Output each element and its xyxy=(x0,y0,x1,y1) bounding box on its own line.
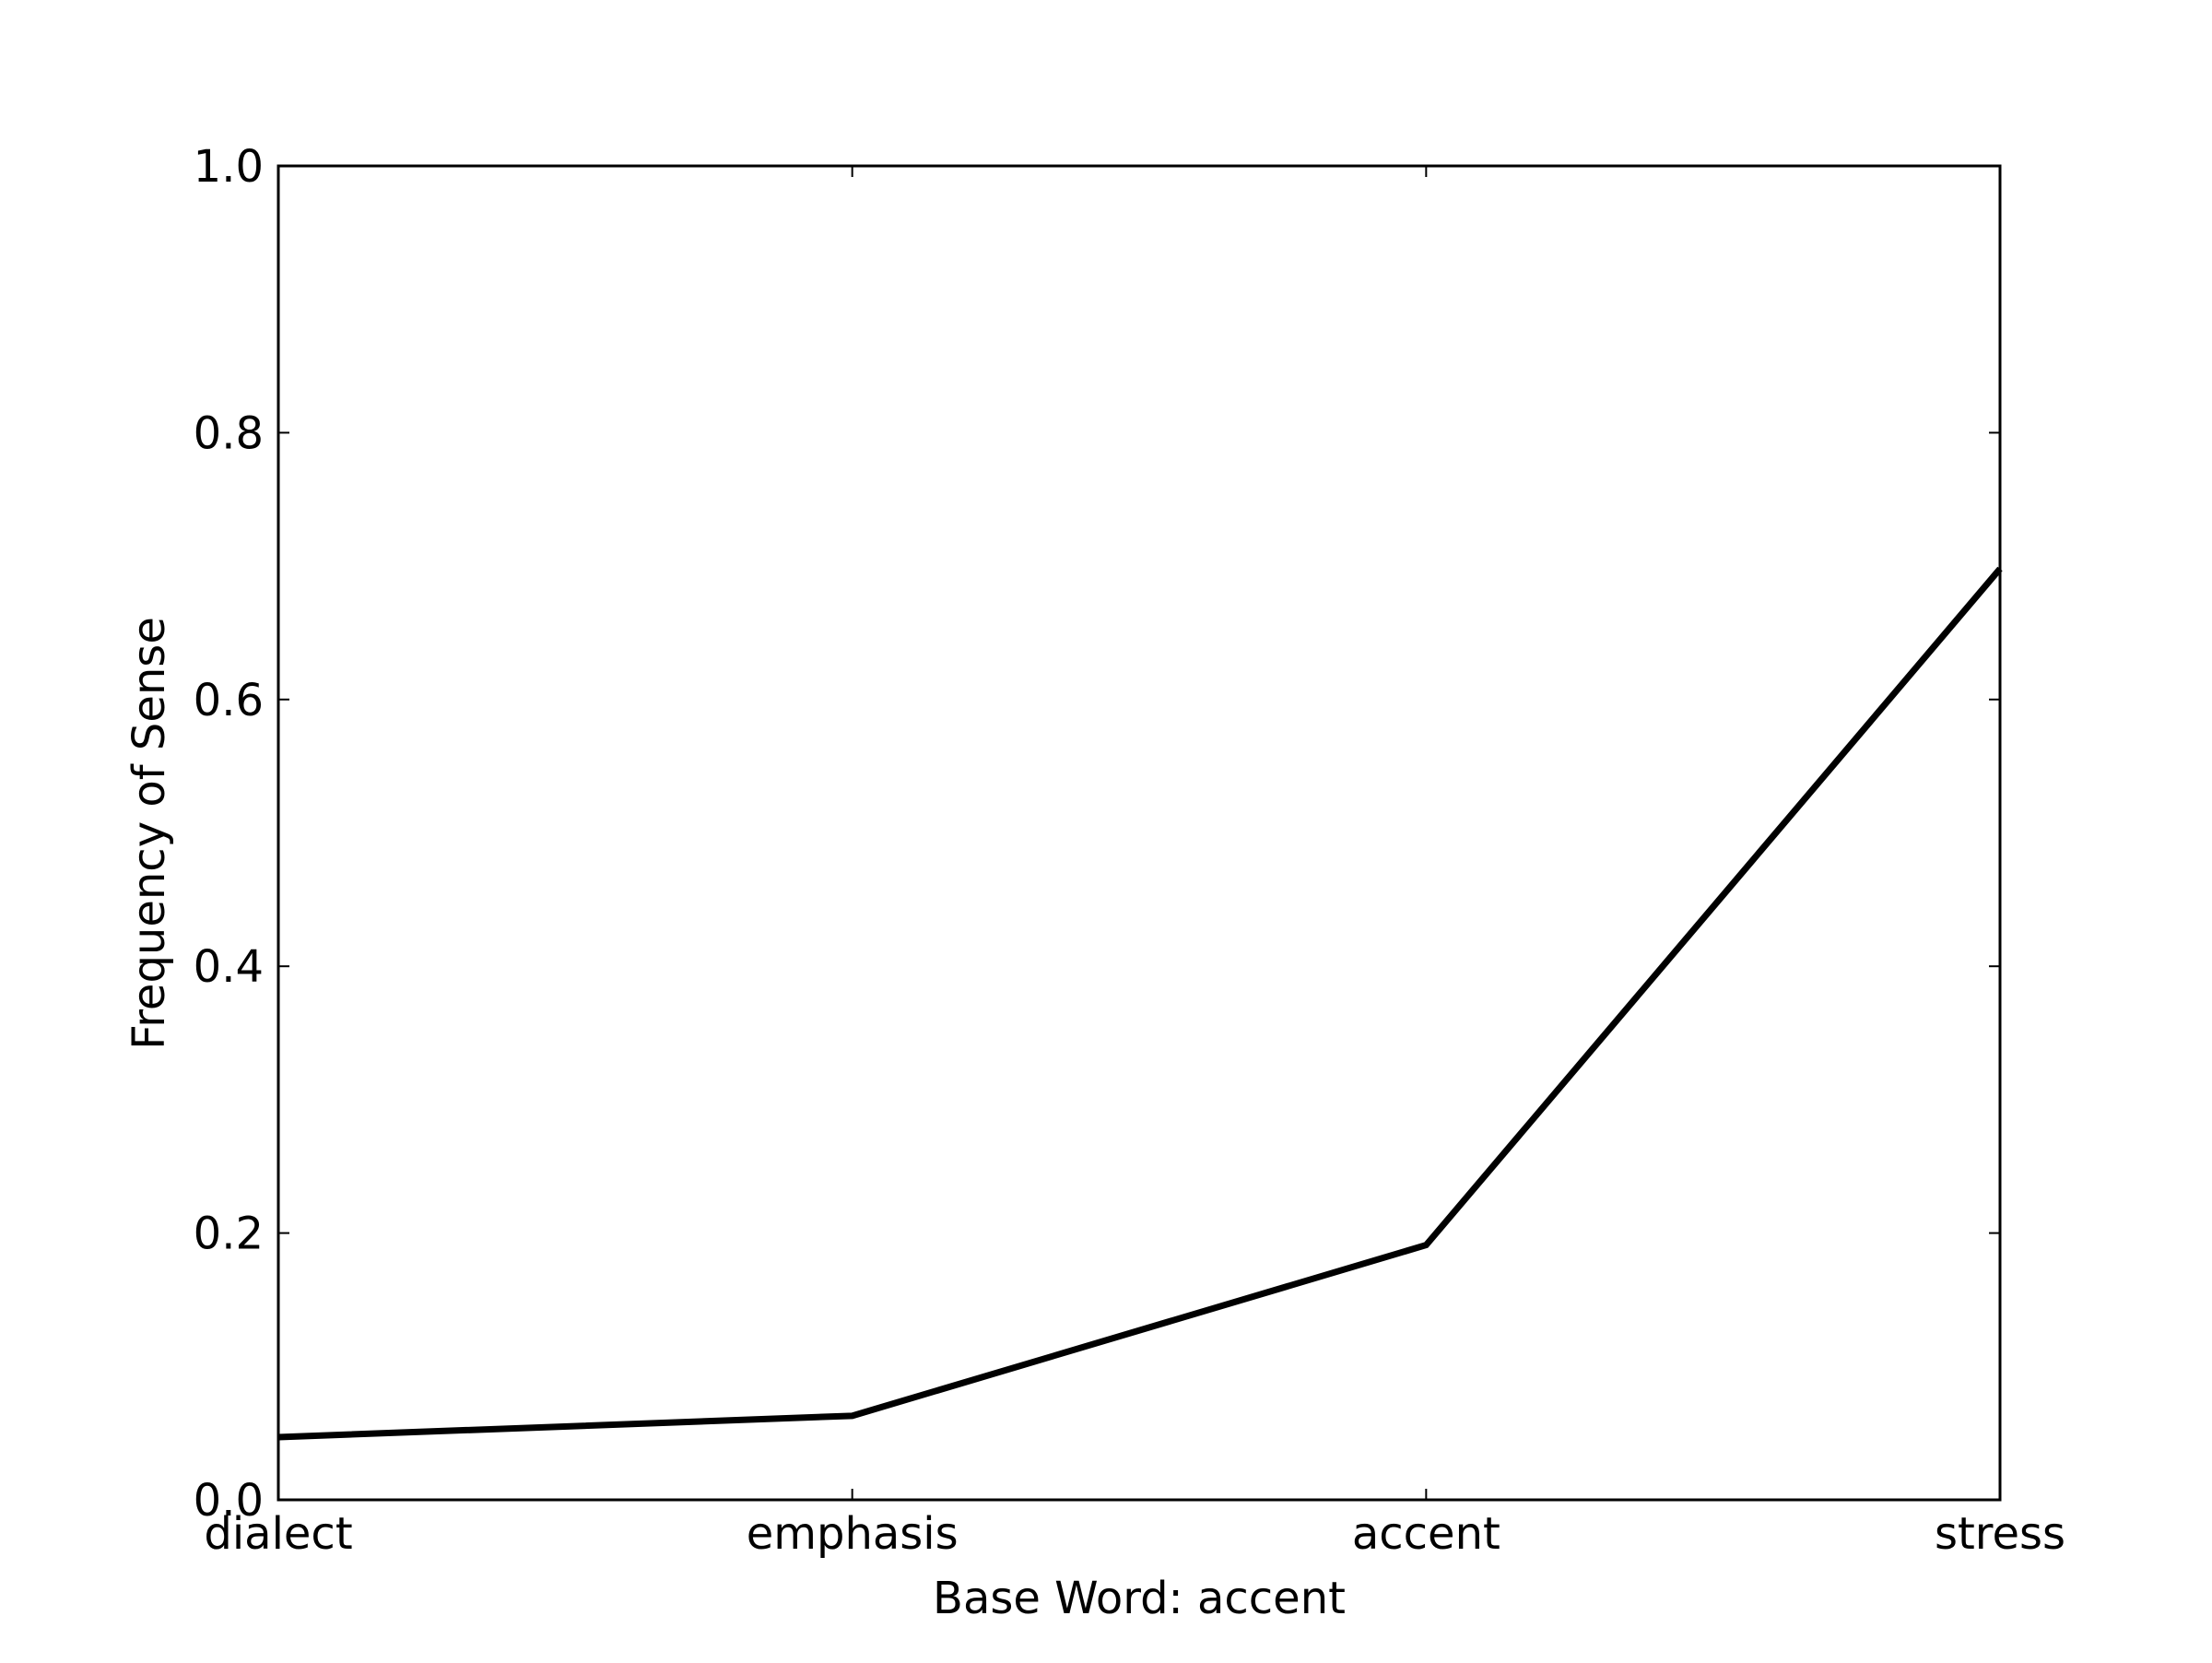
x-tick-label: accent xyxy=(1352,1508,1500,1560)
x-tick-label: emphasis xyxy=(747,1508,959,1560)
x-tick-label: stress xyxy=(1935,1508,2065,1560)
x-axis-label: Base Word: accent xyxy=(933,1573,1346,1624)
y-tick-label: 1.0 xyxy=(194,141,264,193)
y-tick-label: 0.2 xyxy=(194,1209,264,1260)
x-tick-label: dialect xyxy=(204,1508,352,1560)
y-tick-label: 0.6 xyxy=(194,675,264,726)
y-tick-label: 0.4 xyxy=(194,941,264,993)
y-tick-label: 0.8 xyxy=(194,407,264,459)
y-axis-label: Frequency of Sense xyxy=(124,617,175,1050)
